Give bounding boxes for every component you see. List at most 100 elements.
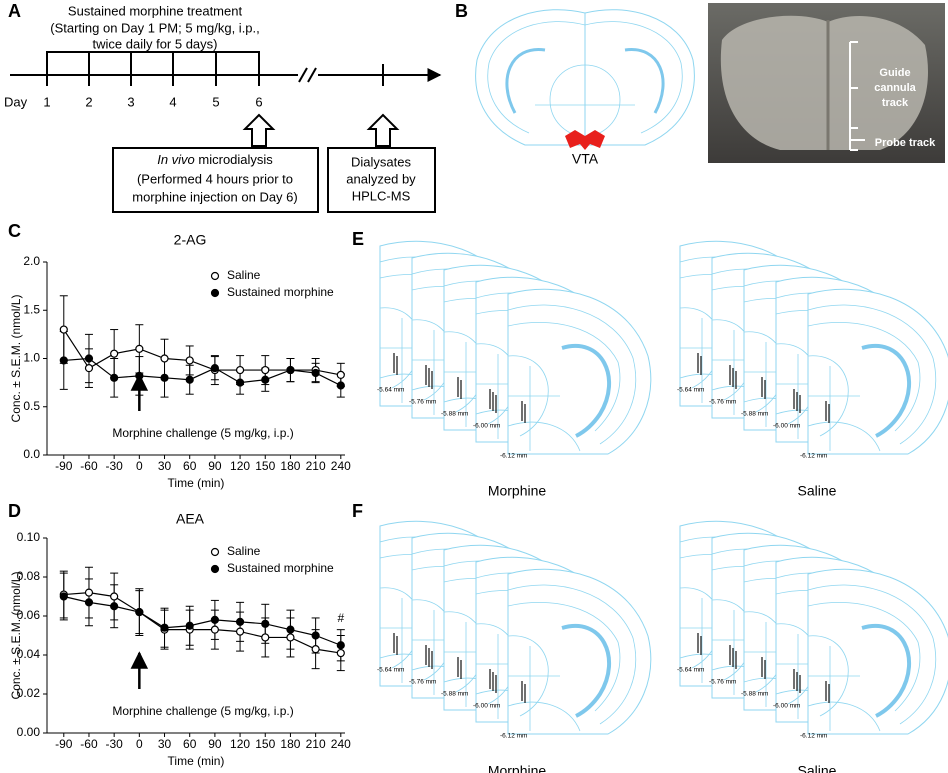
y-tick-label: 2.0	[23, 254, 40, 268]
data-point	[160, 354, 169, 363]
data-point	[235, 378, 245, 387]
legend-marker	[210, 564, 220, 574]
x-tick-label: 150	[255, 737, 275, 751]
legend-label: Sustained morphine	[227, 285, 334, 299]
legend-marker	[210, 271, 220, 281]
panel-label: F	[352, 501, 363, 521]
data-point	[84, 364, 94, 373]
data-point	[84, 588, 94, 597]
data-point	[84, 354, 94, 363]
x-tick-label: 0	[136, 737, 143, 751]
data-point	[185, 356, 194, 365]
data-point	[336, 370, 345, 380]
y-tick-label: 0.5	[23, 399, 40, 413]
panel-label: E	[352, 229, 364, 249]
data-point	[110, 349, 119, 358]
data-point	[59, 325, 68, 334]
panel-a: A Sustained morphine treatment (Starting…	[4, 1, 442, 213]
annotation: Morphine challenge (5 mg/kg, i.p.)	[112, 704, 293, 718]
panel-label: D	[8, 501, 21, 521]
atlas-stack: -5.64 mm -5.76 mm -5.88 mm -6.00 mm -6.12 mm…	[377, 239, 653, 499]
data-point	[110, 592, 119, 601]
data-point	[210, 364, 219, 373]
annotation: #	[337, 611, 344, 625]
section-label: -5.88 mm	[441, 411, 468, 418]
x-tick-label: 60	[183, 737, 197, 751]
atlas-stack: -5.64 mm -5.76 mm -5.88 mm -6.00 mm -6.12 mm…	[377, 519, 653, 773]
series-line	[63, 357, 342, 387]
legend-marker	[210, 547, 220, 557]
legend-label: Saline	[227, 544, 261, 558]
brain-atlas	[474, 8, 587, 147]
data-point	[110, 373, 119, 382]
group-caption: Morphine	[488, 483, 547, 499]
atlas-stack: -5.64 mm -5.76 mm -5.88 mm -6.00 mm -6.12 mm…	[677, 519, 948, 773]
brain-atlas	[583, 8, 696, 147]
x-tick-label: 30	[158, 459, 172, 473]
section-label: -6.00 mm	[473, 703, 500, 710]
atlas-section	[806, 567, 948, 736]
x-tick-label: 240	[331, 459, 351, 473]
x-tick-label: 210	[306, 459, 326, 473]
timeline	[10, 51, 442, 86]
x-tick-label: 120	[230, 459, 250, 473]
track-brackets	[849, 41, 865, 151]
x-tick-label: 120	[230, 737, 250, 751]
x-tick-label: -90	[55, 459, 73, 473]
day-number: 4	[169, 94, 176, 109]
data-point	[185, 621, 194, 630]
data-point	[261, 365, 270, 375]
x-tick-label: 150	[255, 459, 275, 473]
data-point	[336, 648, 345, 658]
legend-label: Sustained morphine	[227, 561, 334, 575]
data-point	[185, 375, 194, 384]
box-text: Dialysates	[351, 154, 411, 169]
section-label: -6.12 mm	[800, 453, 827, 460]
x-tick-label: -60	[80, 459, 98, 473]
section-label: -5.88 mm	[741, 691, 768, 698]
y-tick-label: 0.06	[17, 608, 41, 622]
section-label: -5.88 mm	[741, 411, 768, 418]
atlas-panels: -5.64 mm -5.76 mm -5.88 mm -6.00 mm -6.12 mm…	[377, 239, 948, 773]
track-label: cannula	[874, 82, 916, 94]
panel-label: A	[8, 1, 21, 21]
y-tick-label: 0.02	[17, 686, 41, 700]
y-tick-label: 0.04	[17, 647, 41, 661]
x-tick-label: -30	[105, 737, 123, 751]
y-axis-label: Conc. ± S.E.M. (nmol/L)	[9, 295, 23, 423]
y-tick-label: 1.0	[23, 351, 40, 365]
y-tick-label: 1.5	[23, 302, 40, 316]
y-tick-label: 0.08	[17, 569, 41, 583]
day-number: 2	[85, 94, 92, 109]
day-number: 3	[127, 94, 134, 109]
data-point	[59, 356, 68, 365]
y-tick-label: 0.10	[17, 530, 41, 544]
box-text: (Performed 4 hours prior to	[137, 171, 293, 186]
data-point	[311, 631, 320, 640]
data-point	[210, 615, 219, 625]
data-point	[336, 641, 345, 650]
section-label: -6.00 mm	[773, 423, 800, 430]
data-point	[135, 344, 144, 353]
data-point	[261, 633, 270, 642]
x-tick-label: -90	[55, 737, 73, 751]
annotation: Morphine challenge (5 mg/kg, i.p.)	[112, 426, 293, 440]
y-tick-label: 0.0	[23, 447, 40, 461]
data-point	[135, 607, 144, 617]
legend-label: Saline	[227, 268, 261, 282]
track-label: Guide	[879, 67, 910, 79]
series-line	[63, 595, 342, 646]
data-point	[286, 365, 295, 375]
section-label: -5.76 mm	[709, 399, 736, 406]
atlas-section	[506, 287, 653, 456]
day-number: 5	[212, 94, 219, 109]
data-point	[235, 617, 245, 626]
x-axis-label: Time (min)	[168, 476, 225, 490]
track-label: Probe track	[875, 137, 936, 149]
box-text-rest: microdialysis	[195, 152, 274, 167]
chart-title: AEA	[176, 511, 205, 527]
section-label: -5.76 mm	[409, 679, 436, 686]
